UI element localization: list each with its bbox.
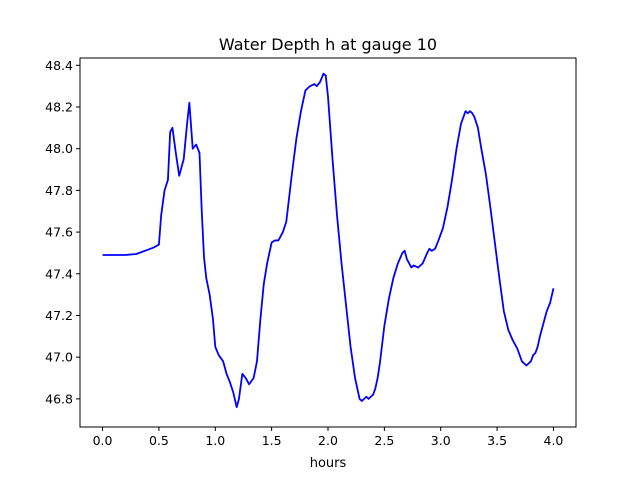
x-tick-label: 1.5 bbox=[262, 433, 282, 448]
x-tick-label: 3.0 bbox=[431, 433, 451, 448]
y-tick-label: 48.2 bbox=[45, 99, 73, 114]
y-tick-label: 46.8 bbox=[45, 391, 73, 406]
y-tick-label: 47.2 bbox=[45, 308, 73, 323]
y-tick-label: 47.6 bbox=[45, 225, 73, 240]
x-tick-label: 2.0 bbox=[318, 433, 338, 448]
y-axis-ticks: 46.8 47.0 47.2 47.4 47.6 47.8 48.0 48.2 48.4 bbox=[45, 58, 80, 406]
y-tick-label: 47.4 bbox=[45, 266, 73, 281]
x-tick-label: 1.0 bbox=[205, 433, 225, 448]
x-axis-ticks: 0.0 0.5 1.0 1.5 2.0 2.5 3.0 3.5 4.0 bbox=[93, 427, 564, 448]
x-axis-label: hours bbox=[310, 456, 347, 471]
y-tick-label: 47.8 bbox=[45, 183, 73, 198]
series-line bbox=[102, 72, 555, 409]
plot-area-frame bbox=[79, 57, 577, 428]
chart-title: Water Depth h at gauge 10 bbox=[219, 35, 437, 54]
y-tick-label: 48.0 bbox=[45, 141, 73, 156]
x-tick-label: 2.5 bbox=[374, 433, 394, 448]
y-tick-label: 48.4 bbox=[45, 58, 73, 73]
x-tick-label: 0.0 bbox=[93, 433, 113, 448]
y-tick-label: 47.0 bbox=[45, 350, 73, 365]
x-tick-label: 4.0 bbox=[544, 433, 564, 448]
x-tick-label: 0.5 bbox=[149, 433, 169, 448]
x-tick-label: 3.5 bbox=[487, 433, 507, 448]
